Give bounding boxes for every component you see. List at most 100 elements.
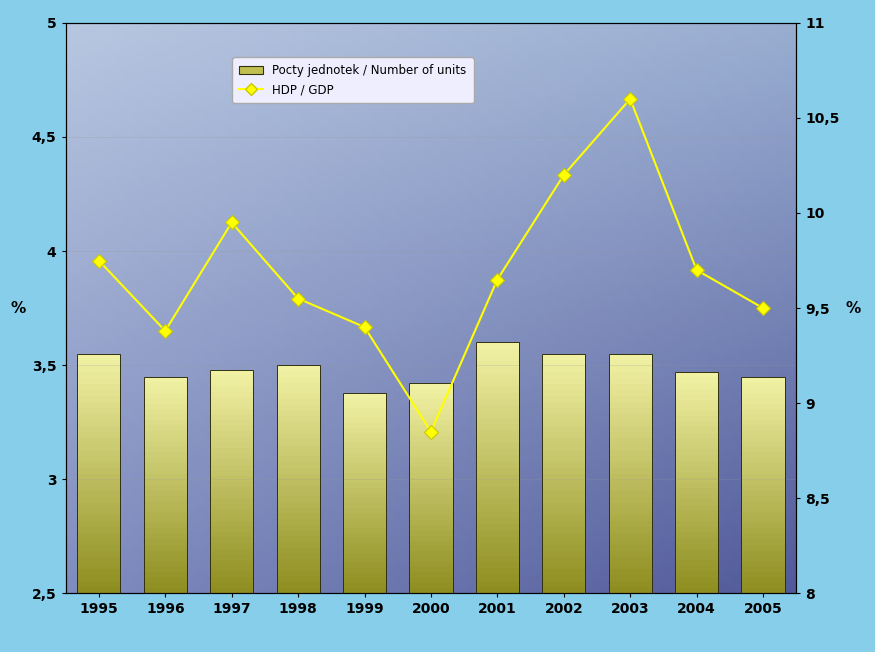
Bar xyxy=(210,476,253,481)
Bar xyxy=(276,451,319,456)
Bar xyxy=(210,381,253,387)
Bar xyxy=(343,578,386,584)
Bar xyxy=(542,443,585,449)
Bar xyxy=(343,518,386,523)
Bar xyxy=(410,415,452,420)
Bar xyxy=(276,382,319,388)
Bar xyxy=(210,403,253,409)
Bar xyxy=(542,402,585,408)
Bar xyxy=(77,479,121,486)
Bar xyxy=(276,582,319,587)
Bar xyxy=(542,456,585,462)
Bar xyxy=(609,396,652,402)
Bar xyxy=(609,378,652,383)
Bar xyxy=(410,578,452,583)
Bar xyxy=(675,505,718,511)
Bar xyxy=(542,383,585,390)
Bar xyxy=(675,560,718,566)
Bar xyxy=(210,493,253,498)
Bar xyxy=(410,473,452,478)
Bar xyxy=(276,428,319,434)
Bar xyxy=(542,533,585,539)
Bar xyxy=(542,353,585,593)
Bar xyxy=(77,360,121,366)
Bar xyxy=(476,499,519,505)
Bar xyxy=(276,542,319,548)
Bar xyxy=(276,548,319,554)
Bar xyxy=(343,467,386,473)
Bar xyxy=(343,483,386,488)
Bar xyxy=(276,508,319,513)
Bar xyxy=(476,455,519,462)
Bar xyxy=(609,569,652,575)
Bar xyxy=(609,486,652,492)
Bar xyxy=(675,544,718,549)
Legend: Pocty jednotek / Number of units, HDP / GDP: Pocty jednotek / Number of units, HDP / … xyxy=(232,57,473,103)
Bar xyxy=(476,411,519,417)
Bar xyxy=(476,537,519,543)
Bar xyxy=(77,353,121,593)
Bar xyxy=(343,478,386,483)
Bar xyxy=(741,441,785,447)
Bar xyxy=(542,372,585,378)
Bar xyxy=(410,567,452,572)
Bar xyxy=(476,518,519,524)
Bar xyxy=(77,582,121,587)
Bar xyxy=(144,544,187,550)
Bar xyxy=(144,566,187,572)
Bar xyxy=(77,527,121,533)
Bar xyxy=(343,498,386,503)
Bar xyxy=(609,408,652,413)
Bar xyxy=(476,430,519,436)
Bar xyxy=(210,515,253,521)
Bar xyxy=(144,479,187,485)
Bar xyxy=(210,459,253,465)
Bar xyxy=(476,405,519,411)
Bar xyxy=(410,509,452,514)
Bar xyxy=(675,482,718,488)
Bar xyxy=(276,536,319,542)
Bar xyxy=(276,587,319,593)
Bar xyxy=(609,426,652,432)
Bar xyxy=(741,376,785,382)
Bar xyxy=(542,473,585,479)
Bar xyxy=(77,545,121,552)
Bar xyxy=(77,449,121,456)
Bar xyxy=(675,427,718,433)
Bar xyxy=(542,353,585,360)
Bar xyxy=(476,436,519,443)
Bar xyxy=(609,353,652,360)
Bar xyxy=(210,431,253,437)
Bar xyxy=(144,382,187,387)
Bar xyxy=(276,411,319,417)
Bar xyxy=(542,413,585,420)
Bar xyxy=(410,583,452,588)
Bar xyxy=(410,588,452,593)
Bar xyxy=(210,448,253,454)
Bar xyxy=(144,528,187,534)
Bar xyxy=(609,366,652,372)
Bar xyxy=(675,566,718,571)
Bar xyxy=(675,449,718,455)
Bar xyxy=(410,457,452,462)
Bar xyxy=(675,488,718,494)
Bar xyxy=(144,398,187,404)
Bar xyxy=(77,509,121,516)
Bar xyxy=(741,582,785,588)
Bar xyxy=(276,399,319,405)
Bar xyxy=(675,471,718,477)
Bar xyxy=(343,503,386,508)
Bar xyxy=(741,544,785,550)
Bar xyxy=(609,516,652,522)
Bar xyxy=(276,559,319,565)
Bar xyxy=(741,376,785,593)
Bar xyxy=(276,519,319,525)
Bar xyxy=(609,462,652,467)
Bar xyxy=(542,497,585,503)
Bar xyxy=(77,353,121,360)
Bar xyxy=(410,430,452,436)
Bar xyxy=(741,387,785,393)
Bar xyxy=(410,483,452,488)
Bar xyxy=(343,533,386,538)
Bar xyxy=(609,372,652,378)
